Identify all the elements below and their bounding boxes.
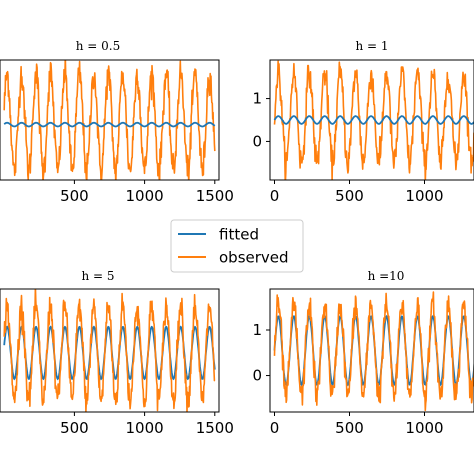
y-tick-label: 1	[252, 321, 262, 339]
y-tick-label: 0	[252, 132, 262, 150]
axes-frame	[269, 59, 474, 181]
subplot-h-10: h =10 0 500 1000 1 0	[252, 269, 474, 437]
x-tick-label: 500	[335, 187, 364, 205]
x-tick-label: 1500	[196, 187, 234, 205]
subplot-h-0-5: h = 0.5 500 1000 1500	[0, 39, 234, 205]
series-observed-line	[3, 60, 216, 180]
x-tick-label: 1000	[126, 187, 164, 205]
subplot-title: h = 0.5	[76, 39, 121, 53]
x-tick-label: 500	[335, 419, 364, 437]
subplot-h-1: h = 1 0 500 1000 1 0	[252, 39, 474, 205]
series-observed-line	[273, 291, 474, 412]
legend-label-observed: observed	[219, 249, 289, 267]
axes-frame	[0, 59, 220, 181]
x-tick-label: 1000	[126, 419, 164, 437]
subplot-h-5: h = 5 500 1000 1500	[0, 269, 234, 437]
series-fitted-line	[273, 115, 474, 125]
y-tick-label: 1	[252, 90, 262, 108]
subplot-title: h =10	[368, 269, 405, 283]
x-tick-label: 1000	[405, 419, 443, 437]
x-tick-label: 500	[60, 187, 89, 205]
x-tick-label: 1000	[405, 187, 443, 205]
axes-frame	[0, 288, 220, 413]
series-fitted-line	[3, 121, 216, 128]
subplot-title: h = 5	[81, 269, 114, 283]
x-tick-label: 0	[270, 419, 280, 437]
x-tick-label: 500	[60, 419, 89, 437]
y-tick-label: 0	[252, 367, 262, 385]
subplot-title: h = 1	[355, 39, 388, 53]
series-observed-line	[273, 60, 474, 180]
x-tick-label: 0	[270, 187, 280, 205]
axes-frame	[269, 288, 474, 413]
legend-label-fitted: fitted	[219, 226, 259, 244]
x-tick-label: 1500	[196, 419, 234, 437]
series-observed-line	[3, 289, 216, 412]
legend: fitted observed	[170, 219, 304, 273]
